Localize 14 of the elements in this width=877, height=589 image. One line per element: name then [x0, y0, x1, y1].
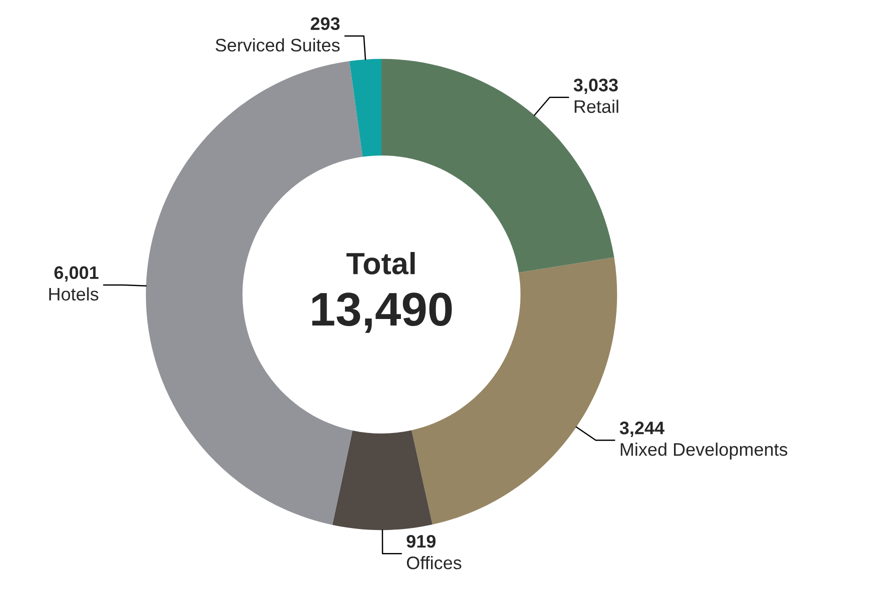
text: 13,490	[312, 292, 452, 333]
data-label: 3,033	[574, 78, 618, 94]
data-label: 3,244	[620, 422, 664, 437]
data-label: 6,001	[54, 266, 98, 282]
slice-label: Offices	[406, 556, 462, 570]
data-label: 919	[406, 534, 436, 548]
slice-label: Retail	[574, 100, 618, 113]
donut-slice	[349, 58, 382, 157]
slice-label: Serviced Suites	[216, 38, 340, 52]
slice-label: Mixed Developments	[620, 442, 788, 460]
text: Total	[346, 252, 415, 274]
data-label: 293	[310, 17, 340, 30]
donut-slice	[332, 430, 432, 530]
slice-label: Hotels	[49, 287, 98, 301]
